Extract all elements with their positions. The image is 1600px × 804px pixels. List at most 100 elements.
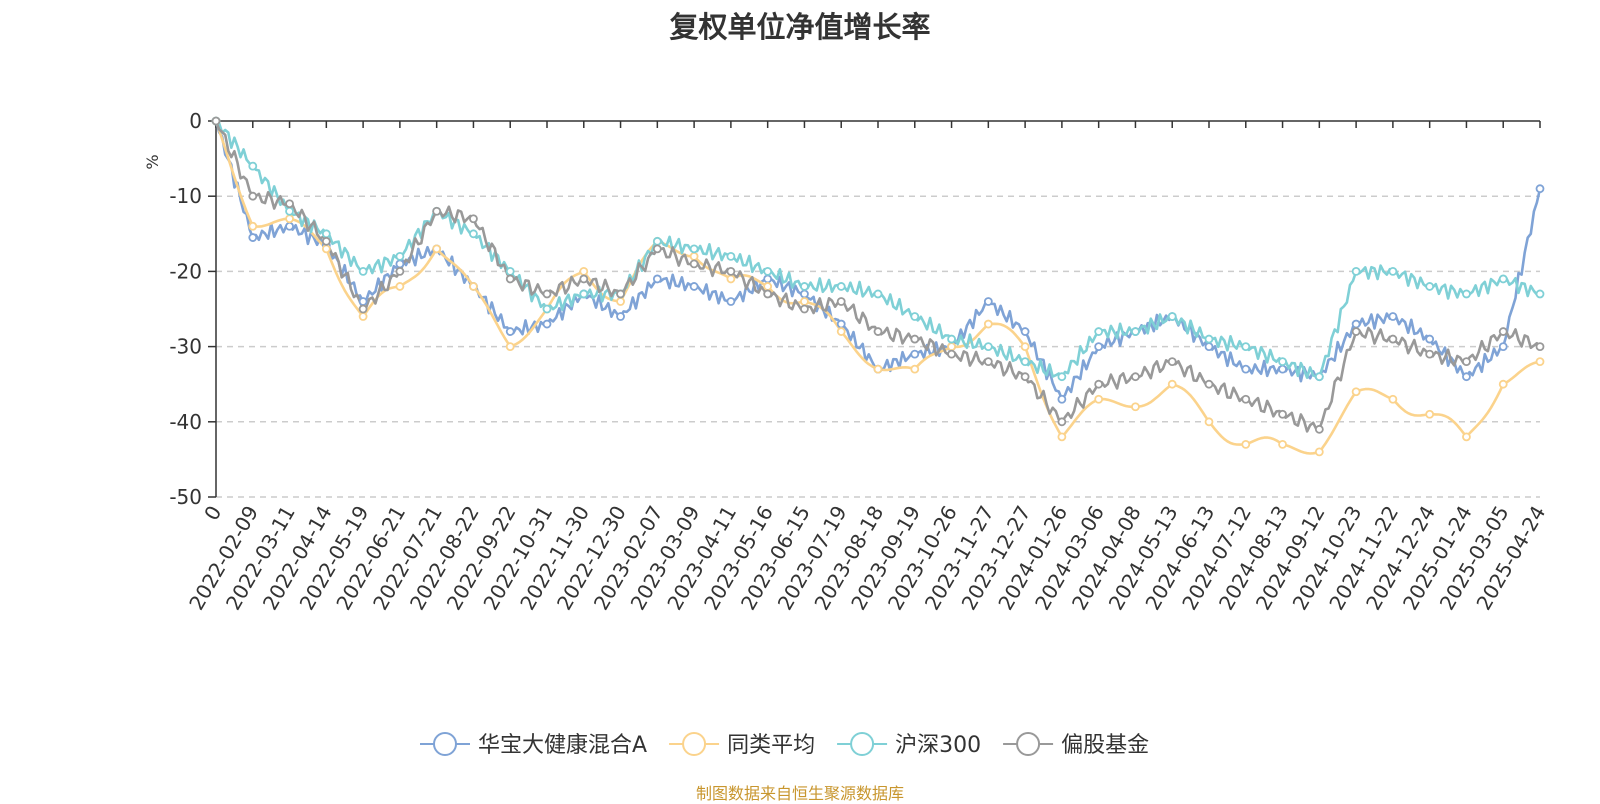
legend-item[interactable]: 沪深300: [837, 732, 981, 758]
legend-item[interactable]: 偏股基金: [1003, 732, 1149, 758]
data-point: [248, 233, 258, 242]
data-point: [1351, 327, 1361, 336]
series-line-3: [215, 119, 1541, 380]
data-point: [652, 274, 662, 284]
data-point: [432, 244, 442, 254]
data-point: [836, 327, 846, 336]
chart-title: 复权单位净值增长率: [669, 10, 931, 44]
data-point: [1131, 327, 1140, 336]
data-point: [321, 236, 331, 246]
data-point: [432, 206, 442, 216]
data-point: [469, 214, 478, 224]
data-point: [1241, 439, 1251, 449]
data-point: [800, 297, 809, 306]
data-point: [1351, 387, 1361, 397]
series-lines: [214, 119, 1542, 455]
data-point: [358, 297, 368, 306]
data-point: [1388, 394, 1398, 404]
data-point: [1057, 372, 1067, 382]
data-point: [1498, 274, 1508, 284]
data-point: [395, 251, 405, 261]
legend-label: 华宝大健康混合A: [478, 733, 647, 758]
legend-item[interactable]: 华宝大健康混合A: [420, 732, 647, 758]
data-point: [689, 259, 699, 269]
data-point: [1094, 394, 1104, 404]
data-point: [358, 312, 368, 321]
data-point: [1462, 372, 1471, 382]
data-point: [505, 266, 515, 276]
legend-item[interactable]: 同类平均: [669, 732, 815, 758]
data-point: [358, 304, 368, 314]
data-point: [763, 289, 773, 299]
data-point: [726, 251, 736, 261]
data-point: [652, 236, 662, 246]
data-point: [285, 206, 294, 216]
data-point: [1020, 342, 1030, 352]
data-point: [542, 319, 552, 329]
data-point: [285, 214, 294, 224]
line-chart: 0-10-20-30-40-50%02022-02-092022-03-1120…: [143, 109, 1550, 758]
data-point: [1314, 424, 1324, 434]
data-point: [763, 274, 773, 284]
data-point: [579, 274, 589, 284]
data-point: [726, 274, 736, 284]
legend: 华宝大健康混合A 同类平均 沪深300 偏股基金: [420, 732, 1149, 758]
x-tick-label: 0: [199, 502, 226, 525]
data-point: [1278, 439, 1287, 449]
series-line-1: [214, 120, 1542, 401]
data-point: [616, 297, 625, 306]
data-point: [800, 304, 809, 314]
legend-label: 沪深300: [895, 733, 981, 758]
data-point: [726, 266, 736, 276]
data-point: [321, 229, 331, 239]
data-point: [1020, 357, 1030, 367]
data-point: [1498, 327, 1508, 336]
data-point: [910, 312, 920, 321]
data-point: [1131, 372, 1140, 382]
data-point: [1278, 364, 1287, 374]
data-point: [947, 349, 956, 359]
y-tick-label: 0: [189, 109, 202, 133]
data-point: [1462, 289, 1471, 299]
legend-label: 偏股基金: [1061, 733, 1149, 758]
data-point: [1204, 342, 1214, 352]
data-point: [873, 327, 883, 336]
y-tick-label: -50: [169, 485, 202, 509]
data-point: [1535, 289, 1545, 299]
series-markers: [211, 116, 1545, 457]
source-note: 制图数据来自恒生聚源数据库: [695, 784, 904, 803]
data-point: [1094, 379, 1104, 389]
data-point: [505, 327, 515, 336]
data-point: [248, 221, 258, 231]
data-point: [1057, 394, 1067, 404]
data-point: [469, 282, 478, 291]
data-point: [1425, 349, 1435, 359]
data-point: [947, 334, 956, 344]
data-point: [983, 319, 993, 329]
data-point: [836, 319, 846, 329]
data-point: [211, 116, 221, 126]
data-point: [689, 251, 699, 261]
data-point: [910, 334, 920, 344]
data-point: [1241, 342, 1251, 352]
legend-label: 同类平均: [727, 733, 815, 758]
data-point: [763, 266, 773, 276]
data-point: [1057, 417, 1067, 427]
data-point: [616, 289, 625, 299]
series-line-2: [214, 120, 1541, 455]
data-point: [1388, 266, 1398, 276]
data-point: [395, 282, 405, 291]
data-point: [579, 266, 589, 276]
data-point: [579, 289, 589, 299]
data-point: [1204, 417, 1214, 427]
data-point: [1204, 334, 1214, 344]
data-point: [689, 244, 699, 254]
data-point: [1498, 342, 1508, 352]
legend-swatch-circle: [433, 732, 457, 756]
data-point: [505, 342, 515, 352]
y-tick-label: -30: [169, 335, 202, 359]
data-point: [1241, 394, 1251, 404]
data-point: [689, 282, 699, 291]
legend-swatch-circle: [682, 732, 707, 756]
data-point: [947, 342, 956, 352]
